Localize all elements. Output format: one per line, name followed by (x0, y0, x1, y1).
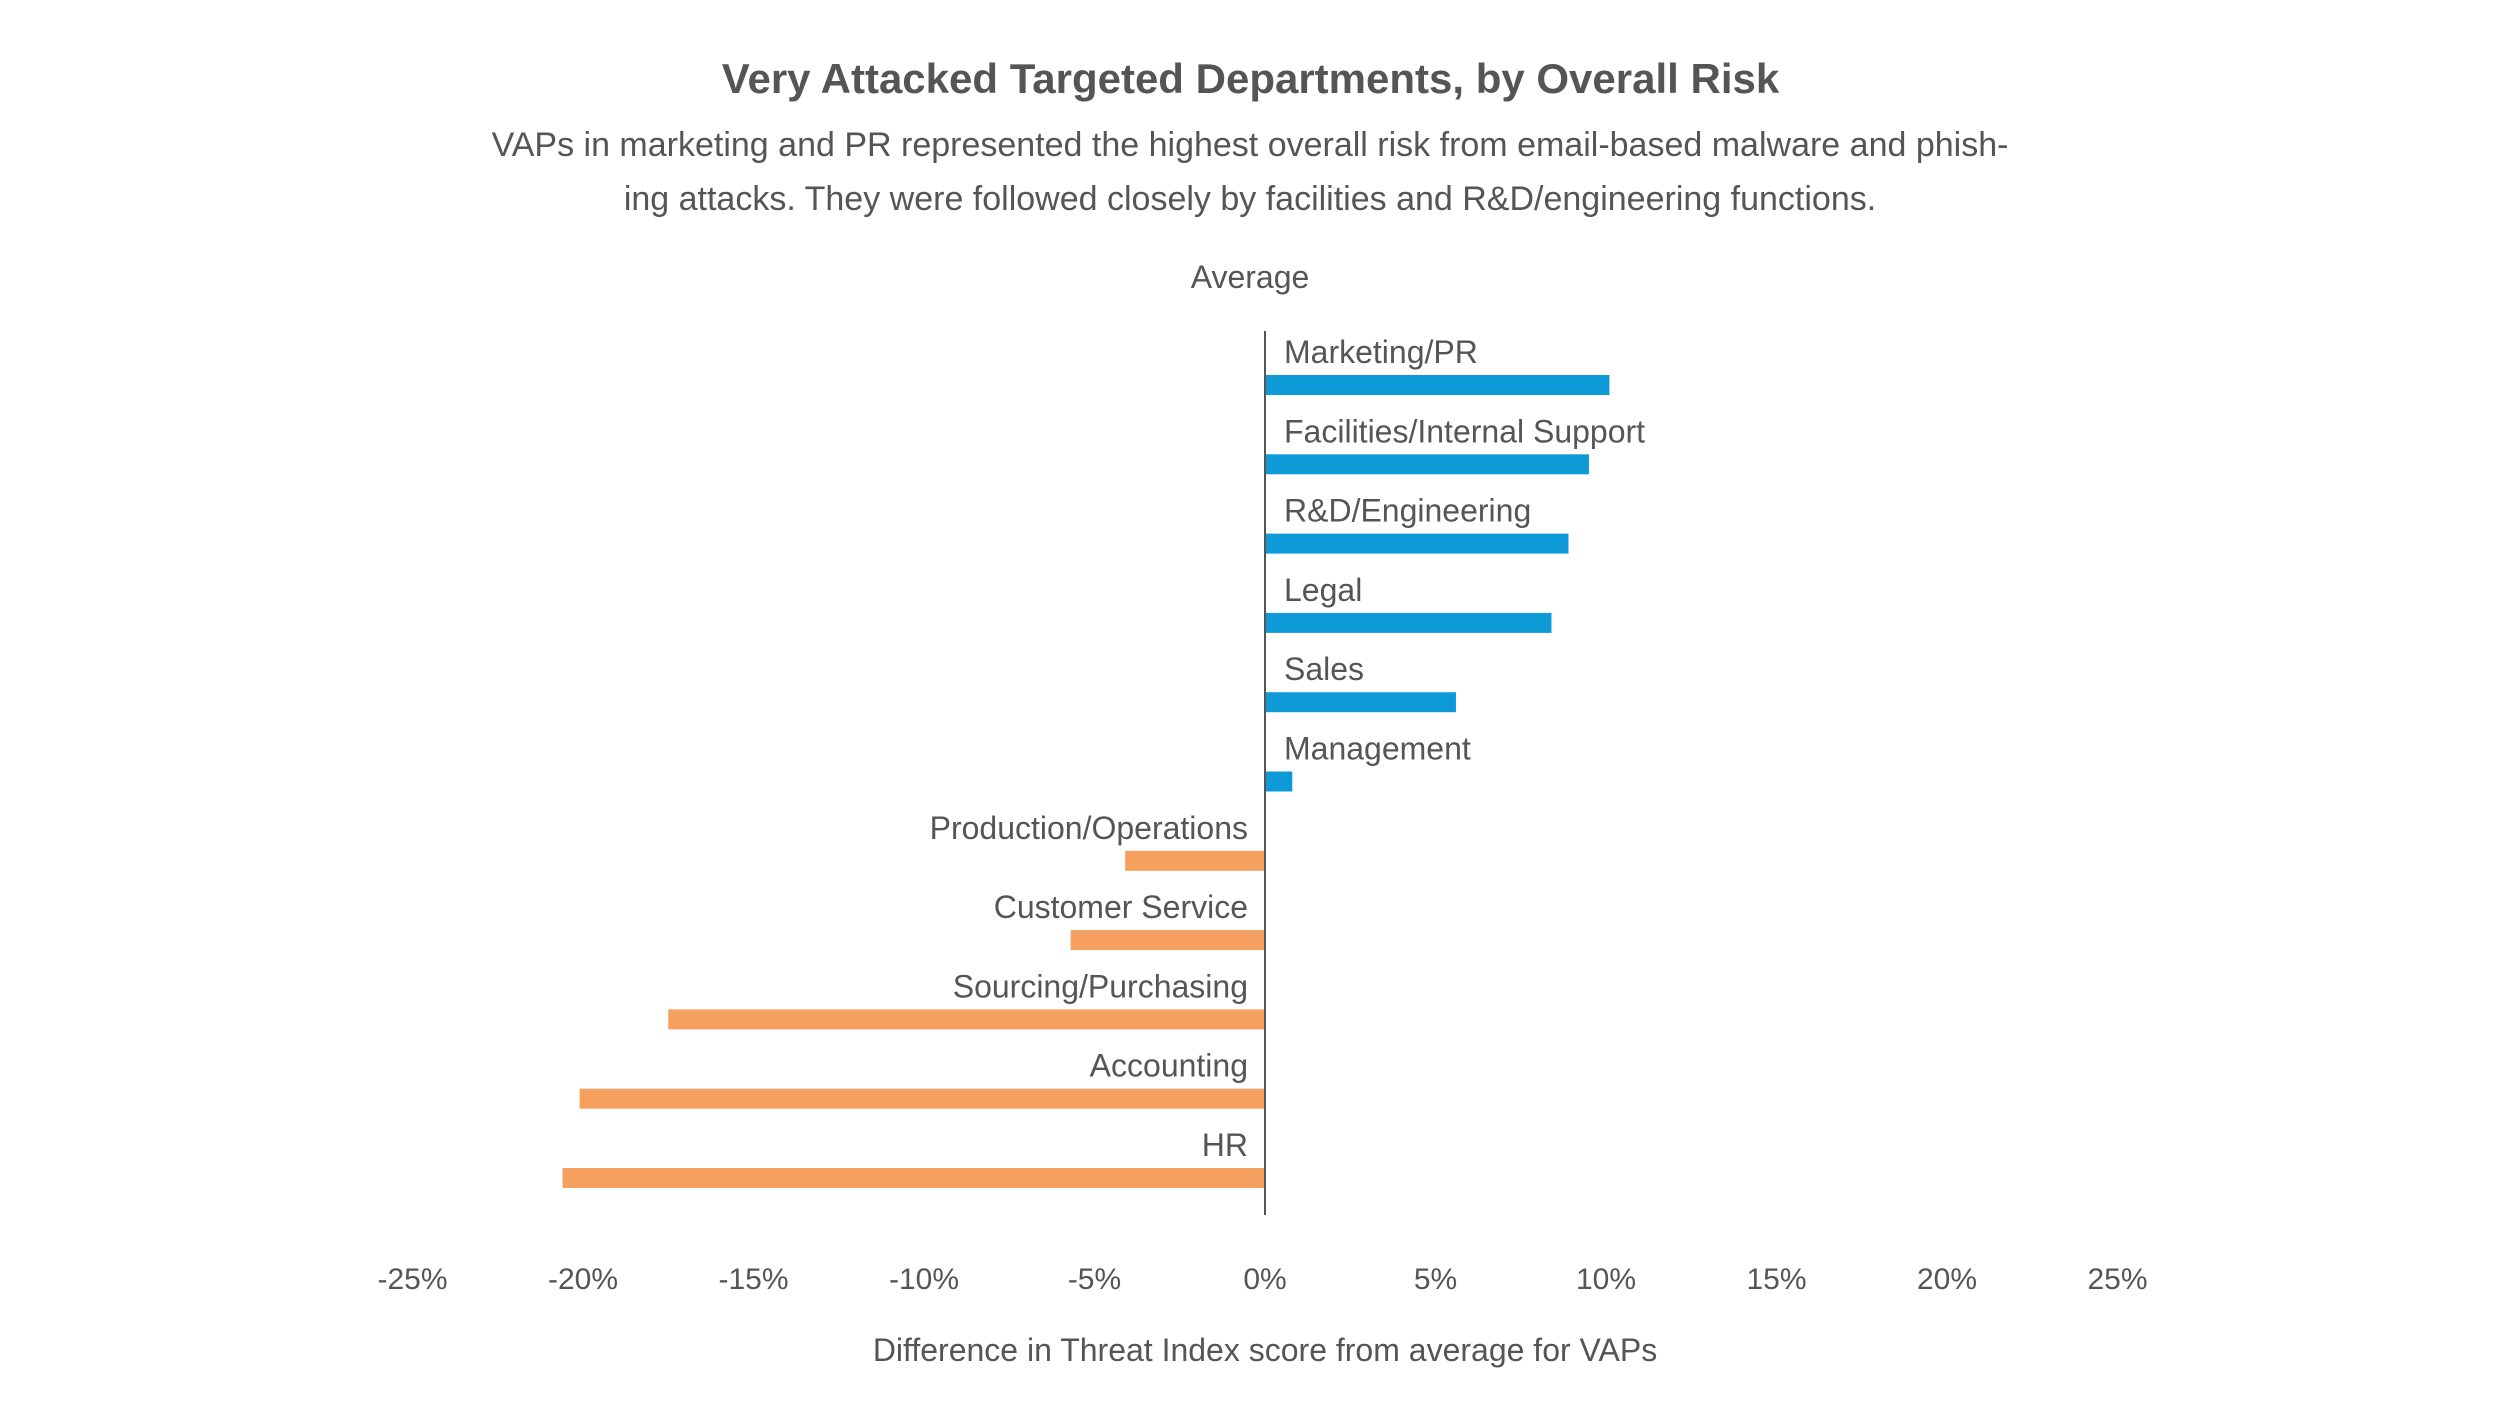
category-label-marketing-pr: Marketing/PR (1284, 334, 1478, 370)
x-tick-label: -5% (1068, 1263, 1121, 1296)
bar-customer-service (1070, 930, 1265, 951)
category-label-accounting: Accounting (1090, 1048, 1248, 1084)
subtitle-line-1: VAPs in marketing and PR represented the… (491, 126, 2009, 164)
x-tick-labels-layer: -25% -20% -15% -10% -5% 0% 5% 10% 15% 20% 25% (377, 1263, 2147, 1296)
x-tick-label: 10% (1576, 1263, 1636, 1296)
x-tick-label: -15% (718, 1263, 788, 1296)
bar-management (1265, 771, 1293, 792)
category-label-r-d-engineering: R&D/Engineering (1284, 493, 1531, 529)
x-tick-label: -25% (377, 1263, 447, 1296)
bar-hr (562, 1168, 1265, 1188)
bar-r-d-engineering (1265, 533, 1569, 554)
average-label: Average (1191, 259, 1310, 295)
category-label-hr: HR (1202, 1127, 1248, 1163)
bar-sourcing-purchasing (668, 1009, 1265, 1030)
bar-legal (1265, 612, 1552, 633)
category-label-facilities-internal-support: Facilities/Internal Support (1284, 413, 1645, 449)
x-tick-label: 20% (1917, 1263, 1977, 1296)
bar-marketing-pr (1265, 375, 1610, 395)
x-tick-label: 5% (1414, 1263, 1457, 1296)
chart-title: Very Attacked Targeted Departments, by O… (721, 55, 1780, 102)
bar-sales (1265, 692, 1456, 713)
subtitle-line-2: ing attacks. They were followed closely … (623, 180, 1877, 218)
x-axis-title: Difference in Threat Index score from av… (873, 1332, 1657, 1368)
chart-subtitle: VAPs in marketing and PR represented the… (440, 118, 2060, 226)
x-tick-label: 15% (1746, 1263, 1806, 1296)
category-label-legal: Legal (1284, 572, 1362, 608)
category-label-sourcing-purchasing: Sourcing/Purchasing (953, 968, 1248, 1004)
x-tick-label: -20% (548, 1263, 618, 1296)
bars-layer (562, 375, 1610, 1188)
category-label-management: Management (1284, 731, 1471, 767)
category-label-sales: Sales (1284, 651, 1364, 687)
category-labels-layer: Marketing/PR Facilities/Internal Support R… (930, 334, 1646, 1163)
x-tick-label: 0% (1243, 1263, 1286, 1296)
bar-production-operations (1125, 850, 1265, 871)
category-label-customer-service: Customer Service (994, 889, 1248, 925)
x-tick-label: 25% (2087, 1263, 2147, 1296)
x-tick-label: -10% (889, 1263, 959, 1296)
category-label-production-operations: Production/Operations (930, 810, 1248, 846)
bar-accounting (579, 1088, 1265, 1109)
bar-facilities-internal-support (1265, 454, 1589, 475)
